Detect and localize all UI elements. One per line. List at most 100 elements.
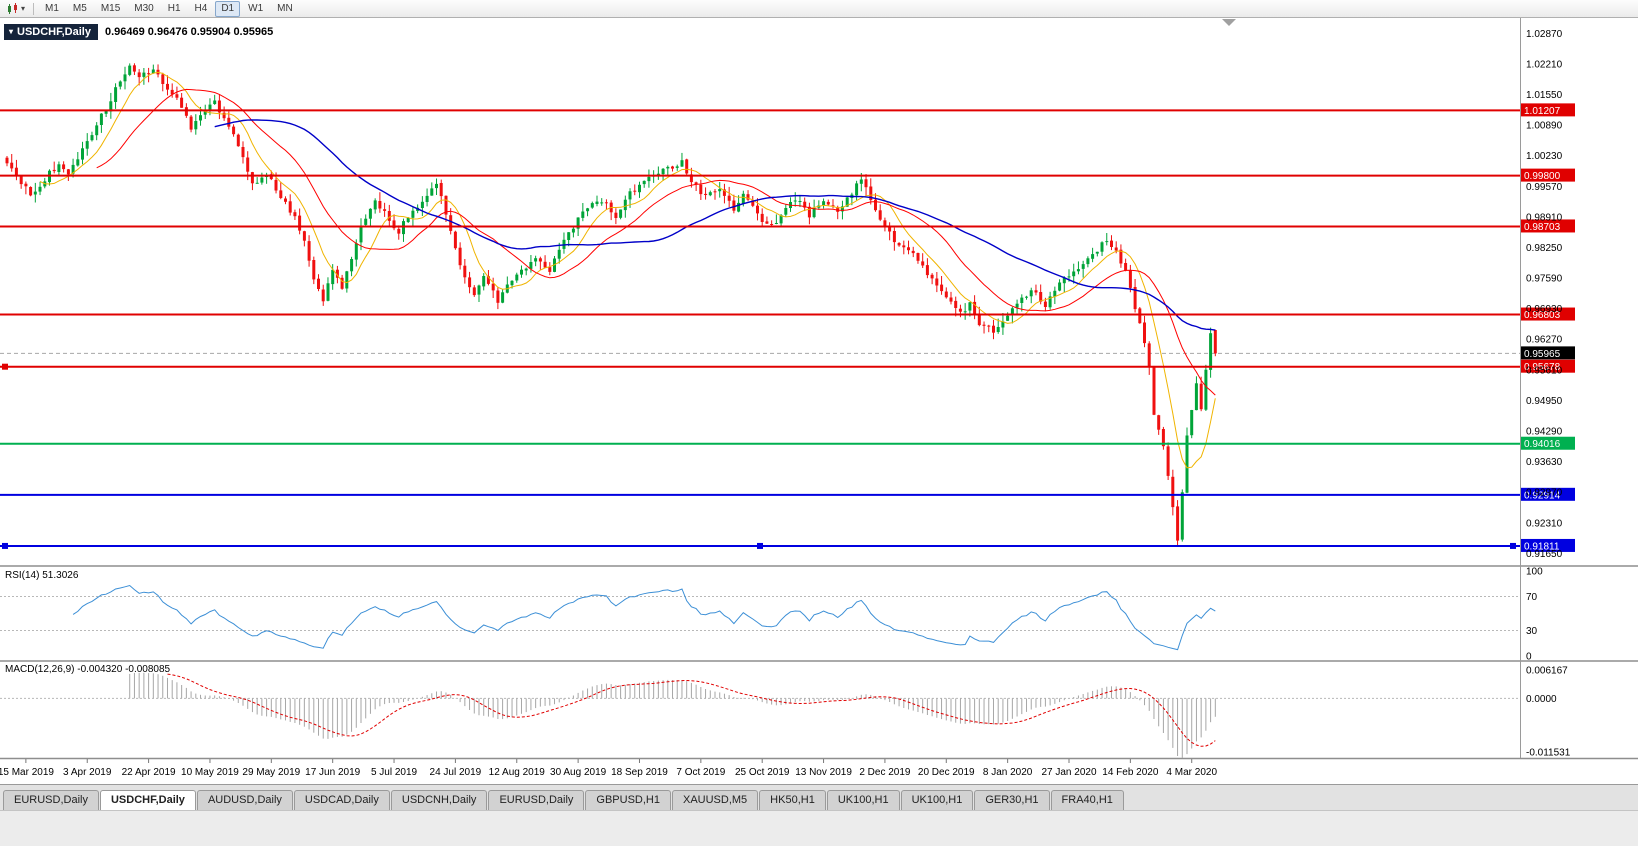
axis-label: 0.92914 — [1524, 490, 1561, 501]
line-handle-left[interactable] — [2, 542, 8, 549]
axis-label: 10 May 2019 — [181, 767, 239, 778]
axis-label: 0.92970 — [1526, 488, 1563, 499]
axis-label: 20 Dec 2019 — [918, 767, 975, 778]
chevron-down-icon: ▾ — [9, 27, 14, 36]
chart-tab-usdcnh-daily[interactable]: USDCNH,Daily — [390, 790, 488, 810]
chart-shift-marker[interactable] — [1222, 19, 1236, 26]
chart-tab-bar: EURUSD,Daily USDCHF,Daily AUDUSD,Daily USDC… — [0, 784, 1638, 810]
timeframe-button-m30[interactable]: M30 — [134, 2, 154, 14]
axis-label: 1.00890 — [1526, 121, 1563, 132]
axis-label: 17 Jun 2019 — [305, 767, 360, 778]
ma-slow-line — [214, 119, 1216, 331]
chart-tab-fra40-h1[interactable]: FRA40,H1 — [1050, 790, 1124, 810]
ohlc-values: 0.96469 0.96476 0.95904 0.95965 — [104, 26, 274, 38]
candlestick-series — [5, 63, 1217, 547]
chart-title: ▾ USDCHF,Daily 0.96469 0.96476 0.95904 0… — [4, 24, 273, 40]
axis-label: 27 Jan 2020 — [1041, 767, 1096, 778]
chart-tab-usdchf-daily[interactable]: USDCHF,Daily — [99, 790, 196, 810]
axis-label: 0.95610 — [1526, 365, 1563, 376]
chart-tab-hk50-h1[interactable]: HK50,H1 — [759, 790, 826, 810]
axis-label: 25 Oct 2019 — [735, 767, 790, 778]
axis-label: 0.006167 — [1526, 665, 1568, 676]
current-price-label — [1521, 346, 1575, 360]
axis-label: 29 May 2019 — [242, 767, 300, 778]
rsi-indicator-label: RSI(14) 51.3026 — [5, 570, 79, 581]
chart-title-badge[interactable]: ▾ USDCHF,Daily — [4, 24, 98, 40]
axes: 1.02870 1.02210 1.01550 1.00890 1.00230 0.995… — [0, 18, 1638, 778]
macd-panel: 0.006167 0.0000 -0.011531 — [0, 665, 1571, 758]
timeframe-button-h1[interactable]: H1 — [167, 2, 181, 14]
ma-mid-line — [96, 88, 1216, 396]
axis-label: 100 — [1526, 567, 1543, 578]
axis-label: 8 Jan 2020 — [983, 767, 1033, 778]
macd-indicator-label: MACD(12,26,9) -0.004320 -0.008085 — [5, 664, 171, 675]
axis-label: 14 Feb 2020 — [1102, 767, 1159, 778]
line-handle-left[interactable] — [2, 363, 8, 370]
axis-label: 13 Nov 2019 — [795, 767, 852, 778]
symbol-period-label: USDCHF,Daily — [17, 26, 91, 38]
axis-label: 4 Mar 2020 — [1166, 767, 1217, 778]
toolbar-separator — [33, 2, 35, 15]
axis-label: 18 Sep 2019 — [611, 767, 668, 778]
axis-label: 30 — [1526, 626, 1538, 637]
axis-label: 0.95965 — [1524, 349, 1561, 360]
timeframe-button-m5[interactable]: M5 — [72, 2, 87, 14]
chart-tab-xauusd-m5[interactable]: XAUUSD,M5 — [671, 790, 759, 810]
chart-tab-uk100-h1[interactable]: UK100,H1 — [826, 790, 900, 810]
axis-label: 1.01207 — [1524, 106, 1561, 117]
timeframe-button-group: M1 M5 M15 M30 H1 H4 D1 W1 MN — [39, 0, 299, 17]
chart-tab-audusd-daily[interactable]: AUDUSD,Daily — [196, 790, 293, 810]
chart-tab-eurusd-daily[interactable]: EURUSD,Daily — [3, 790, 99, 810]
status-bar — [0, 810, 1638, 846]
axis-label: 3 Apr 2019 — [63, 767, 112, 778]
axis-label: 0.95678 — [1524, 362, 1561, 373]
line-handle-center[interactable] — [757, 542, 763, 549]
macd-signal-line — [167, 673, 1216, 747]
axis-label: 0.91811 — [1524, 541, 1560, 552]
axis-label: 30 Aug 2019 — [550, 767, 607, 778]
moving-average-lines — [39, 71, 1216, 469]
axis-label: 0.96930 — [1526, 304, 1563, 315]
timeframe-button-w1[interactable]: W1 — [248, 2, 264, 14]
axis-label: 0.93630 — [1526, 457, 1563, 468]
axis-label: 1.01550 — [1526, 90, 1563, 101]
line-handle-right[interactable] — [1510, 542, 1516, 549]
chart-tab-usdcad-daily[interactable]: USDCAD,Daily — [293, 790, 390, 810]
axis-label: 5 Jul 2019 — [371, 767, 418, 778]
current-price-line-group: 0.95965 — [0, 346, 1575, 360]
axis-label: 0.99800 — [1524, 171, 1561, 182]
axis-label: 15 Mar 2019 — [0, 767, 54, 778]
timeframe-button-d1[interactable]: D1 — [215, 0, 241, 17]
chart-tab-eurusd-daily[interactable]: EURUSD,Daily — [488, 790, 585, 810]
axis-label: 0.94290 — [1526, 427, 1563, 438]
chart-tab-ger30-h1[interactable]: GER30,H1 — [974, 790, 1050, 810]
price-level-label — [1521, 168, 1575, 182]
chart-type-icon[interactable]: ▾ — [3, 1, 28, 17]
axis-label: 7 Oct 2019 — [676, 767, 725, 778]
axis-label: 1.00230 — [1526, 151, 1563, 162]
axis-label: 0.91650 — [1526, 549, 1563, 560]
candlestick-icon — [8, 2, 17, 14]
axis-label: 24 Jul 2019 — [430, 767, 482, 778]
horizontal-levels: 1.01207 0.99800 0.98703 0.96803 0.95678 0.940… — [0, 103, 1575, 552]
axis-label: 0.99570 — [1526, 182, 1563, 193]
price-level-label — [1521, 359, 1575, 373]
axis-label: 0 — [1526, 652, 1532, 663]
chevron-down-icon: ▾ — [21, 3, 26, 13]
axis-label: 0.92310 — [1526, 518, 1563, 529]
chart-tab-uk100-h1[interactable]: UK100,H1 — [900, 790, 974, 810]
chart-tab-gbpusd-h1[interactable]: GBPUSD,H1 — [585, 790, 671, 810]
axis-label: 0.98910 — [1526, 212, 1563, 223]
timeframe-button-mn[interactable]: MN — [277, 2, 293, 14]
timeframe-button-h4[interactable]: H4 — [194, 2, 208, 14]
axis-label: 12 Aug 2019 — [489, 767, 546, 778]
timeframe-button-m15[interactable]: M15 — [100, 2, 121, 14]
timeframe-button-m1[interactable]: M1 — [45, 2, 59, 14]
top-toolbar: ▾ M1 M5 M15 M30 H1 H4 D1 W1 MN — [0, 0, 1638, 18]
price-level-label — [1521, 219, 1575, 233]
axis-label: 70 — [1526, 592, 1538, 603]
axis-label: 1.02210 — [1526, 59, 1563, 70]
price-level-label — [1521, 538, 1575, 552]
axis-label: 0.98703 — [1524, 222, 1561, 233]
